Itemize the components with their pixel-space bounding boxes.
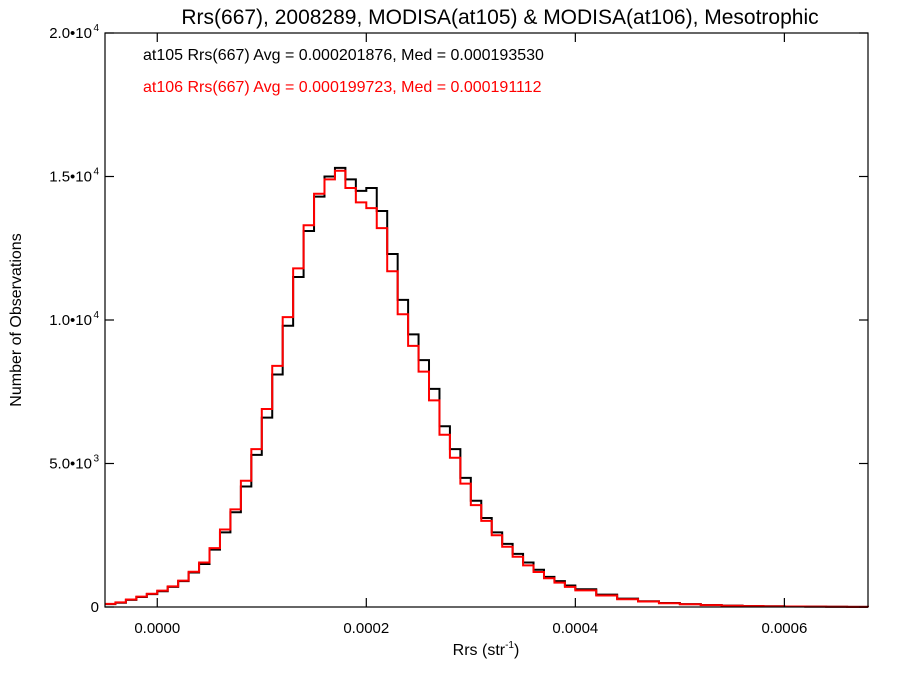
y-tick-exp-4: 4 — [93, 23, 99, 34]
y-tick-label-3: 1.5•10 — [49, 169, 92, 186]
y-tick-exp-1: 3 — [93, 454, 99, 465]
x-tick-label-1: 0.0002 — [343, 620, 389, 637]
x-axis-ticks: 0.0000 0.0002 0.0004 0.0006 — [134, 33, 807, 637]
y-tick-exp-3: 4 — [93, 167, 99, 178]
y-tick-label-1: 5.0•10 — [49, 456, 92, 473]
y-tick-label-2: 1.0•10 — [49, 312, 92, 329]
x-tick-label-2: 0.0004 — [552, 620, 598, 637]
x-axis-label-close: ) — [514, 642, 519, 659]
x-tick-label-3: 0.0006 — [761, 620, 807, 637]
annotation-at105: at105 Rrs(667) Avg = 0.000201876, Med = … — [143, 47, 544, 64]
x-axis-label-text: Rrs (str — [453, 642, 506, 659]
y-axis-label: Number of Observations — [8, 233, 25, 406]
y-tick-label-0: 0 — [91, 599, 99, 616]
x-tick-label-0: 0.0000 — [134, 620, 180, 637]
series-line-1 — [105, 169, 869, 608]
series-layer — [105, 166, 869, 608]
annotation-at106: at106 Rrs(667) Avg = 0.000199723, Med = … — [143, 79, 542, 96]
y-axis-ticks: 05.0•10 31.0•10 41.5•10 42.0•10 4 — [49, 23, 868, 616]
y-tick-exp-2: 4 — [93, 310, 99, 321]
y-tick-label-4: 2.0•10 — [49, 25, 92, 42]
x-axis-label-exp: -1 — [505, 640, 514, 651]
chart-title: Rrs(667), 2008289, MODISA(at105) & MODIS… — [181, 6, 818, 29]
x-axis-label: Rrs (str-1) — [453, 640, 520, 659]
